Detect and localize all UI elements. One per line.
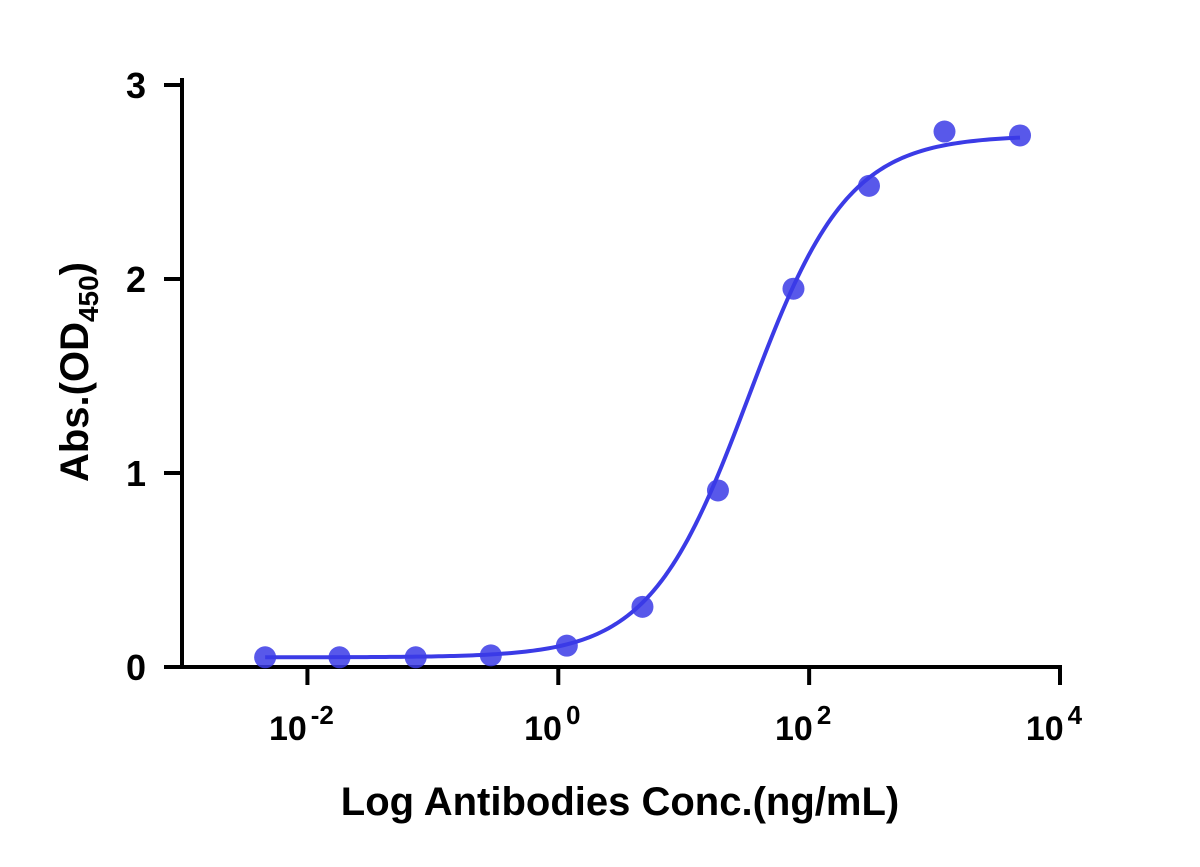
- data-point: [1009, 124, 1032, 147]
- y-title-text: Abs.(OD: [53, 322, 97, 482]
- data-point: [555, 634, 578, 657]
- x-tick-exponent: 2: [817, 700, 831, 730]
- y-title-suffix: ): [53, 262, 97, 275]
- x-tick-exponent: -2: [311, 700, 334, 730]
- data-point: [404, 646, 427, 669]
- x-axis-title: Log Antibodies Conc.(ng/mL): [341, 780, 899, 824]
- y-tick-label: 1: [126, 453, 146, 494]
- x-tick-label: 10 0: [524, 700, 580, 748]
- x-tick-base: 10: [269, 710, 307, 748]
- data-point: [328, 646, 351, 669]
- fit-curve: [265, 135, 1021, 660]
- y-tick-label: 3: [126, 65, 146, 106]
- data-point: [706, 479, 729, 502]
- data-point: [857, 174, 880, 197]
- x-tick-exponent: 0: [566, 700, 580, 730]
- data-point: [933, 120, 956, 143]
- y-tick-label: 2: [126, 259, 146, 300]
- x-tick-base: 10: [524, 710, 562, 748]
- x-tick-base: 10: [1026, 710, 1064, 748]
- y-title-subscript: 450: [73, 275, 104, 322]
- data-point: [631, 595, 654, 618]
- data-point: [254, 646, 277, 669]
- y-tick-label: 0: [126, 647, 146, 688]
- x-tick-label: 10 -2: [269, 700, 334, 748]
- x-tick-base: 10: [775, 710, 813, 748]
- x-tick-label: 10 4: [1026, 700, 1083, 748]
- data-point: [782, 277, 805, 300]
- x-tick-exponent: 4: [1068, 700, 1083, 730]
- x-tick-label: 10 2: [775, 700, 831, 748]
- data-point: [479, 644, 502, 667]
- y-axis-title: Abs.(OD450): [53, 262, 104, 482]
